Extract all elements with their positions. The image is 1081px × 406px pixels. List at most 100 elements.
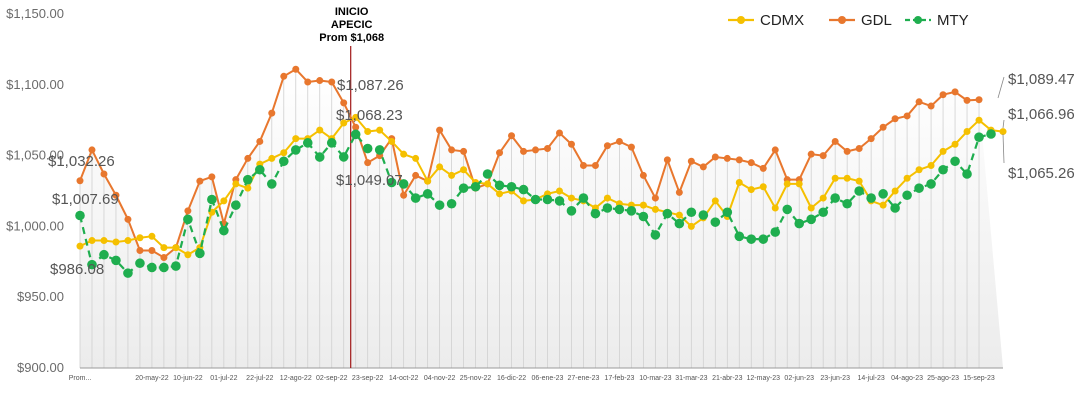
- plot-area-fill: [80, 69, 1003, 368]
- legend-swatch-marker: [838, 16, 846, 24]
- point-gdl: [603, 142, 611, 150]
- point-cdmx: [795, 180, 803, 188]
- point-cdmx: [903, 174, 911, 182]
- series-line-gdl: [79, 68, 980, 259]
- y-tick-label: $1,000.00: [6, 218, 64, 233]
- legend-label: GDL: [861, 12, 892, 29]
- point-mty: [231, 200, 241, 210]
- point-cdmx: [939, 147, 947, 155]
- point-mty: [866, 193, 876, 203]
- point-gdl: [88, 146, 96, 154]
- point-cdmx: [639, 201, 647, 209]
- point-gdl: [184, 207, 192, 215]
- point-mty: [758, 234, 769, 244]
- point-cdmx: [496, 190, 504, 198]
- point-mty: [422, 189, 433, 199]
- y-tick-label: $950.00: [17, 289, 64, 304]
- point-cdmx: [831, 174, 839, 182]
- point-cdmx: [687, 222, 695, 230]
- point-cdmx: [807, 204, 815, 212]
- point-mty: [578, 193, 589, 203]
- apecic-annotation-text: APECIC: [331, 19, 373, 31]
- point-cdmx: [376, 126, 384, 134]
- legend-item-gdl: GDL: [829, 12, 892, 29]
- point-mty: [650, 230, 661, 240]
- point-mty: [842, 198, 852, 209]
- point-cdmx: [520, 197, 528, 205]
- point-cdmx: [316, 126, 324, 134]
- point-gdl: [903, 112, 911, 120]
- x-tick-label: 04-nov-22: [424, 375, 456, 382]
- point-gdl: [496, 149, 504, 157]
- data-label-cdmx: $1,066.96: [1008, 106, 1075, 123]
- point-mty: [950, 156, 960, 167]
- y-tick-label: $1,050.00: [6, 148, 64, 163]
- x-tick-label: 14-jul-23: [858, 375, 885, 382]
- point-cdmx: [448, 171, 456, 179]
- point-cdmx: [567, 194, 575, 202]
- point-mty: [638, 211, 649, 222]
- point-mty: [938, 164, 948, 175]
- x-tick-label: 02-sep-22: [316, 375, 348, 382]
- point-mty: [159, 262, 169, 273]
- point-mty: [902, 190, 912, 201]
- point-mty: [806, 214, 817, 225]
- point-mty: [171, 261, 181, 271]
- point-gdl: [567, 140, 575, 148]
- point-mty: [686, 207, 697, 218]
- point-gdl: [651, 194, 659, 202]
- point-mty: [698, 210, 709, 220]
- point-mty: [878, 189, 888, 199]
- point-mty: [674, 218, 685, 229]
- point-mty: [770, 227, 781, 237]
- point-gdl: [196, 177, 204, 185]
- point-gdl: [340, 99, 348, 107]
- point-gdl: [915, 98, 923, 106]
- point-gdl: [855, 145, 863, 153]
- point-cdmx: [244, 184, 252, 192]
- legend-swatch-marker: [737, 16, 745, 24]
- point-mty: [374, 145, 385, 155]
- x-tick-label: 10-jun-22: [173, 375, 203, 382]
- point-cdmx: [232, 180, 240, 188]
- data-label-gdl: $1,032.26: [48, 153, 115, 170]
- point-mty: [290, 145, 301, 155]
- point-mty: [207, 194, 217, 205]
- point-cdmx: [424, 177, 432, 185]
- point-mty: [75, 210, 85, 221]
- apecic-annotation-text: Prom $1,068: [319, 32, 384, 44]
- point-gdl: [951, 88, 959, 96]
- point-gdl: [100, 170, 108, 178]
- x-tick-label: 15-sep-23: [963, 375, 995, 382]
- point-cdmx: [735, 179, 743, 187]
- x-tick-label: 10-mar-23: [639, 375, 671, 382]
- point-mty: [243, 174, 253, 185]
- x-tick-label: 14-oct-22: [389, 375, 419, 382]
- point-gdl: [124, 215, 132, 223]
- series-layer: [75, 65, 1007, 278]
- data-label-leader: [997, 76, 1005, 99]
- x-tick-label: 12-ago-22: [280, 375, 312, 382]
- point-mty: [219, 225, 229, 236]
- point-mty: [470, 181, 481, 192]
- point-cdmx: [400, 150, 408, 158]
- point-mty: [518, 184, 529, 195]
- point-mty: [446, 198, 457, 209]
- point-cdmx: [364, 128, 372, 136]
- data-label-mty: $1,049.07: [336, 172, 403, 189]
- point-cdmx: [999, 128, 1007, 136]
- point-cdmx: [843, 174, 851, 182]
- point-mty: [590, 208, 601, 219]
- point-gdl: [771, 146, 779, 154]
- data-label-gdl: $1,089.47: [1008, 71, 1075, 88]
- data-labels: $1,032.26 $1,007.69 $986.08 $1,087.26 $1,068…: [48, 71, 1075, 278]
- point-gdl: [400, 191, 408, 199]
- point-gdl: [160, 254, 168, 262]
- point-gdl: [615, 137, 623, 145]
- area-fill: [80, 69, 1003, 368]
- point-cdmx: [124, 237, 132, 245]
- legend-label: CDMX: [760, 12, 804, 29]
